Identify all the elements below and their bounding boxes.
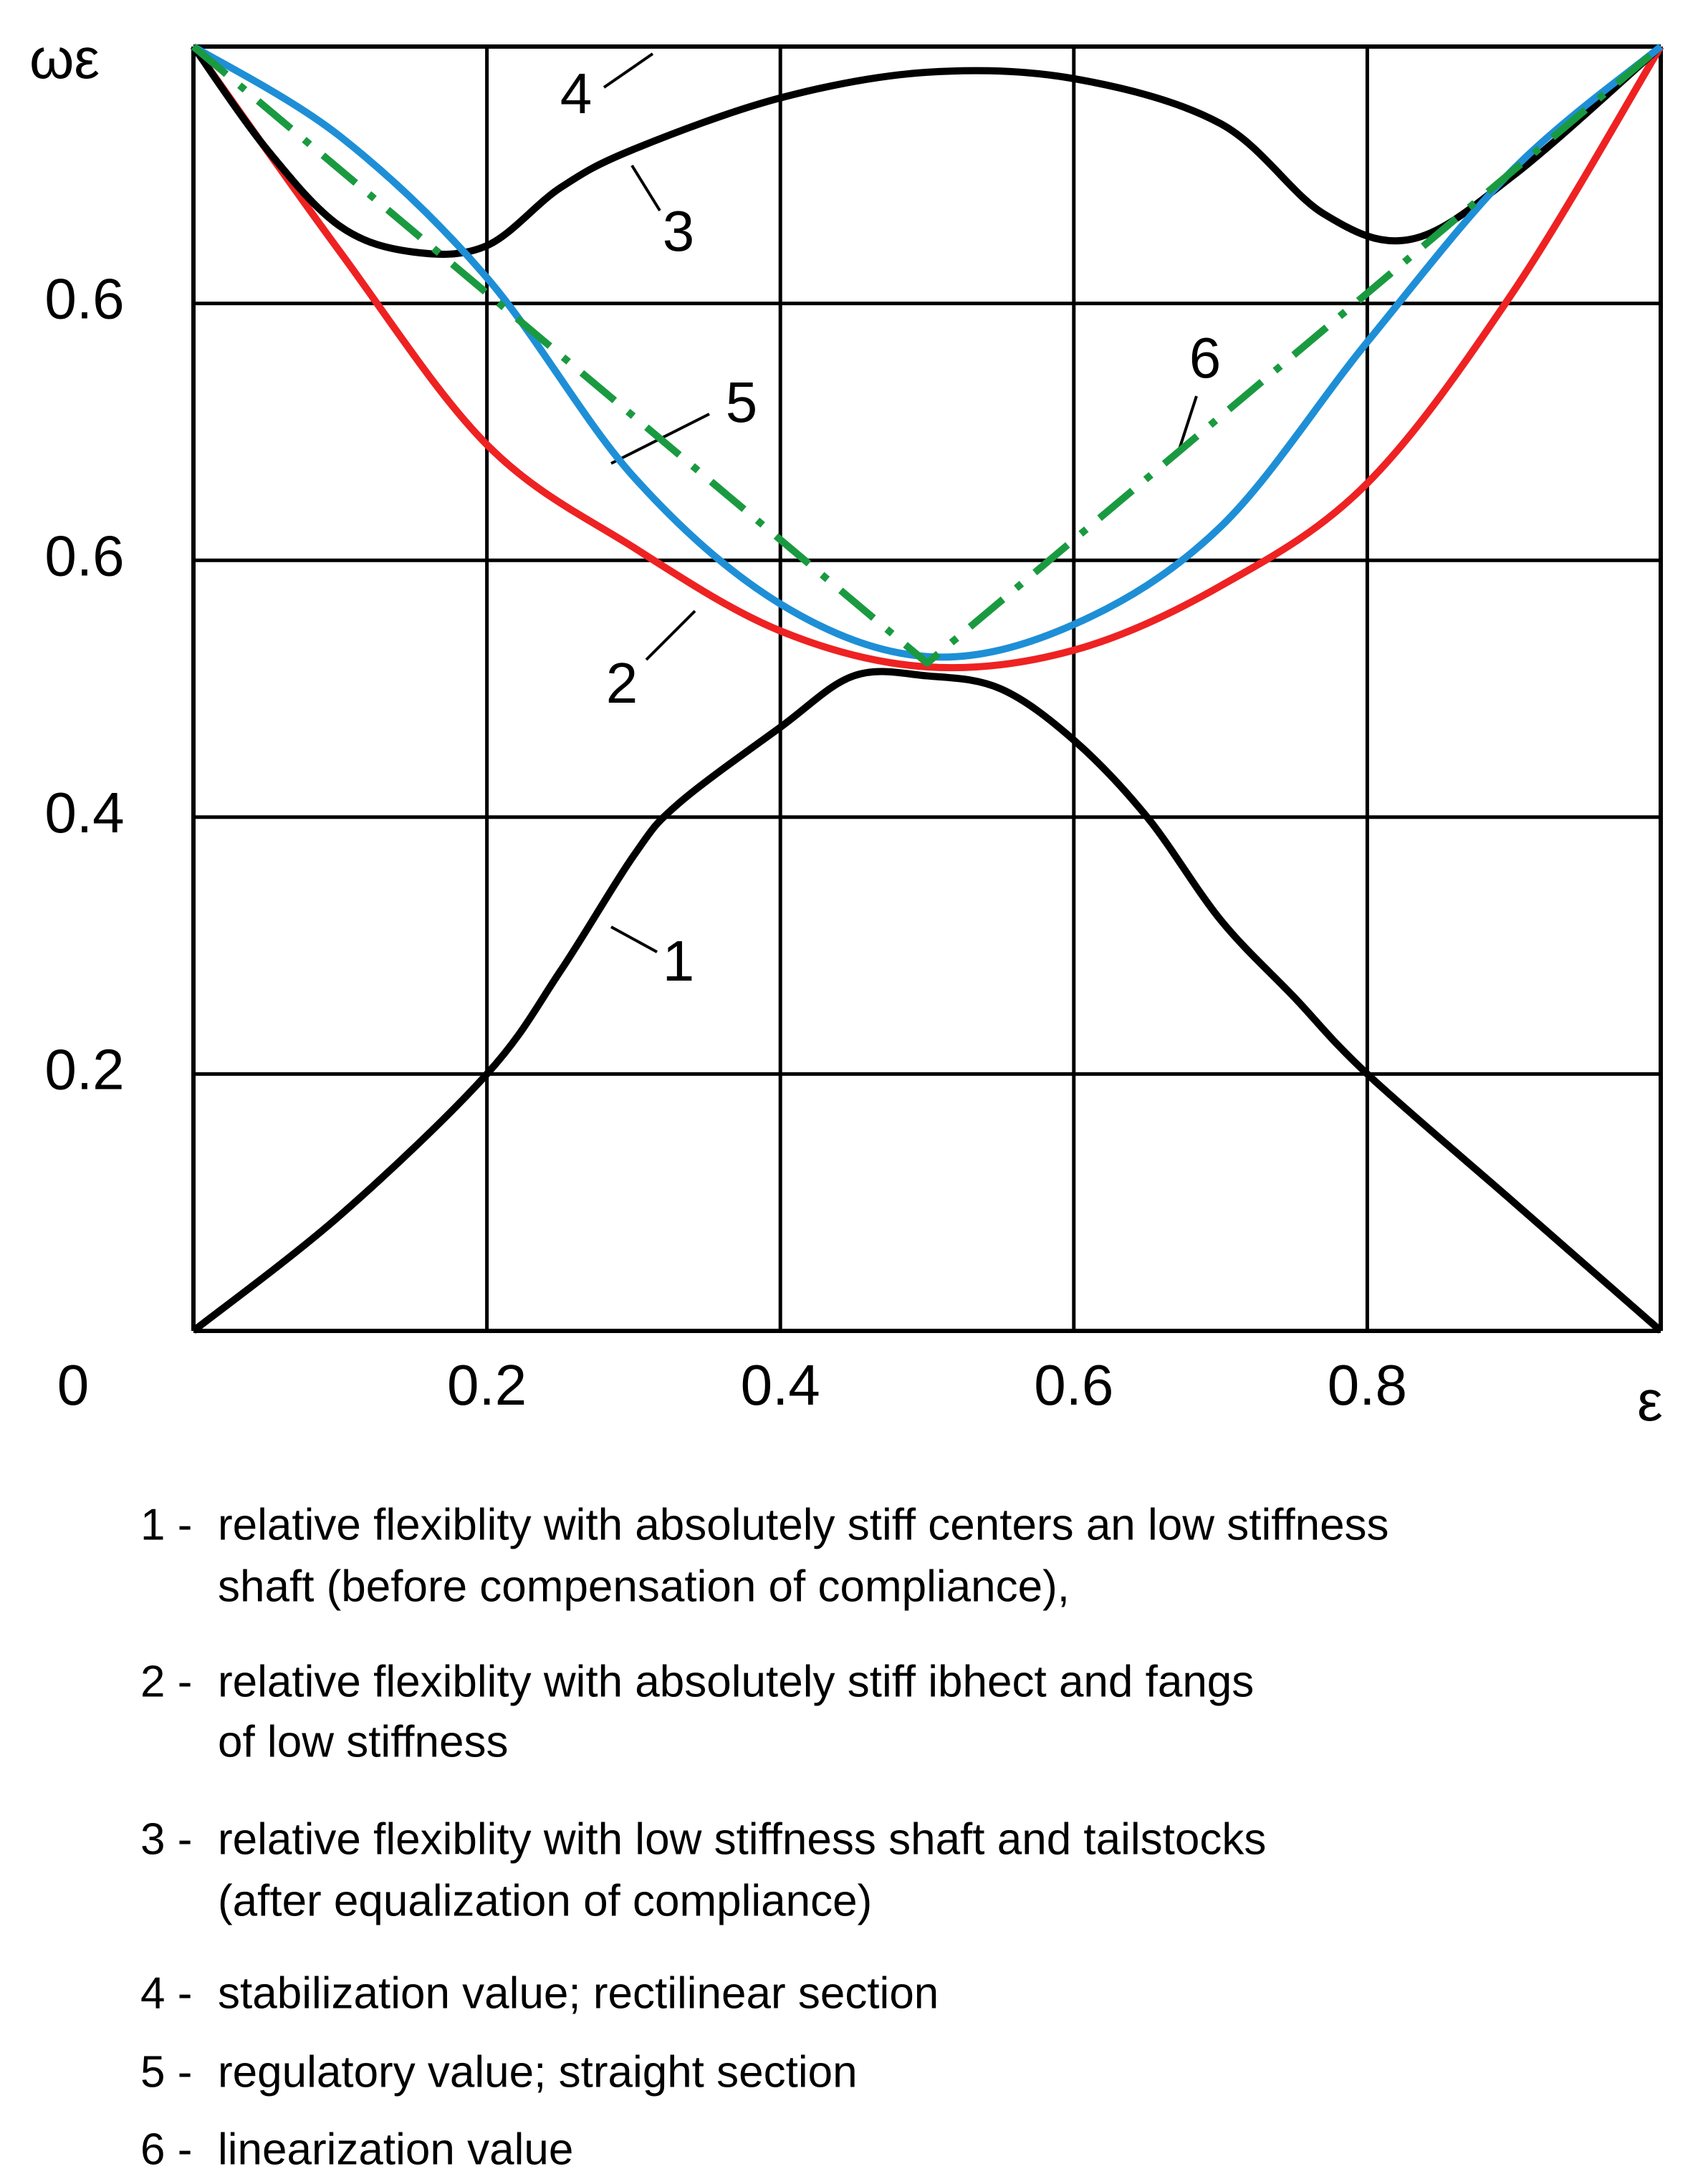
legend-number: 3 -: [140, 1814, 192, 1864]
legend-text: relative flexiblity with absolutely stif…: [218, 1500, 1389, 1549]
leader-line: [610, 925, 658, 953]
x-tick-label: 0.4: [741, 1353, 820, 1417]
y-tick-label: 0.6: [44, 267, 124, 331]
legend-number: 6 -: [140, 2125, 192, 2174]
curve-label: 3: [663, 199, 695, 263]
x-tick-label: 0.6: [1034, 1353, 1113, 1417]
curve-label: 5: [726, 370, 758, 434]
y-tick-label: 0.6: [44, 524, 124, 587]
legend-text: relative flexiblity with absolutely stif…: [218, 1657, 1254, 1706]
leader-line: [603, 52, 654, 89]
leader-line: [645, 610, 696, 661]
legend-text: shaft (before compensation of compliance…: [218, 1562, 1070, 1611]
legend-text: of low stiffness: [218, 1717, 508, 1766]
y-axis-label: ωε: [29, 27, 100, 90]
curve-label: 4: [560, 62, 593, 125]
curve-label: 1: [663, 929, 695, 993]
y-tick-label: 0.4: [44, 781, 124, 845]
legend-number: 5 -: [140, 2047, 192, 2097]
legend-text: (after equalization of compliance): [218, 1876, 872, 1925]
legend-number: 2 -: [140, 1657, 192, 1706]
curve-label: 2: [606, 651, 638, 715]
x-tick-label: 0.2: [447, 1353, 527, 1417]
x-tick-label: 0.8: [1328, 1353, 1407, 1417]
legend-text: regulatory value; straight section: [218, 2047, 858, 2097]
legend-text: stabilization value; rectilinear section: [218, 1968, 939, 2018]
curve-label: 6: [1189, 326, 1222, 390]
x-tick-label: 0: [57, 1353, 90, 1417]
series-line: [191, 44, 1664, 667]
series-line: [190, 44, 1664, 258]
series-line: [191, 43, 1664, 661]
leader-line: [1178, 395, 1198, 450]
leader-line: [630, 164, 661, 212]
series-line: [190, 44, 1664, 672]
x-axis-label: ε: [1637, 1369, 1663, 1433]
legend-number: 4 -: [140, 1968, 192, 2018]
legend-text: relative flexiblity with low stiffness s…: [218, 1814, 1266, 1864]
y-tick-label: 0.2: [44, 1038, 124, 1102]
series-line: [191, 668, 1664, 1334]
legend-text: linearization value: [218, 2125, 573, 2174]
legend-number: 1 -: [140, 1500, 192, 1549]
